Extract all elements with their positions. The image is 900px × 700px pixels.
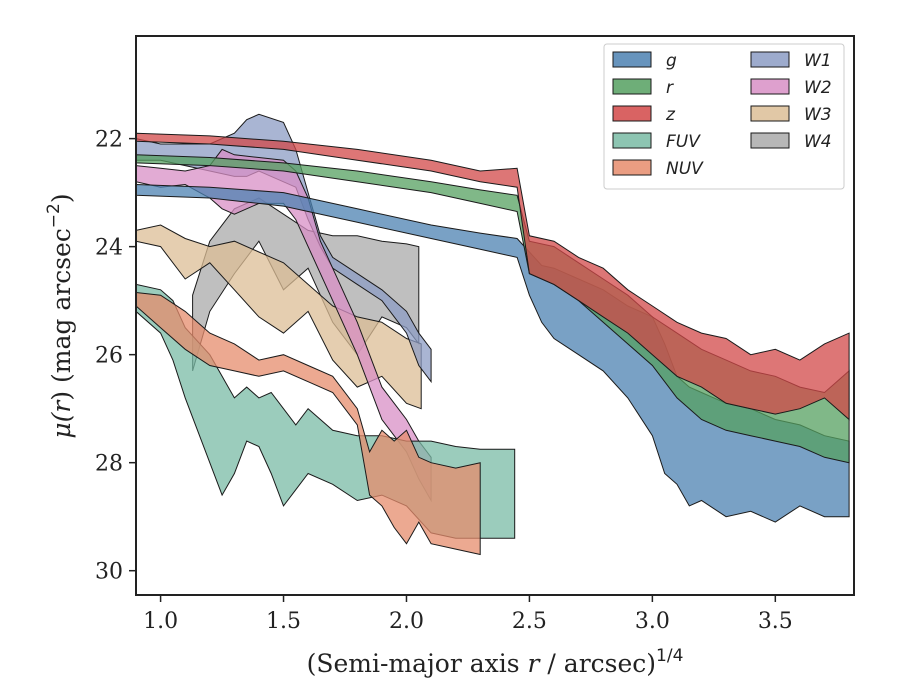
legend-label-NUV: NUV <box>666 159 704 179</box>
legend-swatch-NUV <box>612 159 652 176</box>
y-tick-label: 28 <box>95 452 123 477</box>
x-tick-label: 2.5 <box>512 609 547 634</box>
x-tick-label: 1.0 <box>143 609 178 634</box>
y-axis-title: μ(r) (mag arcsec−2) <box>44 193 76 438</box>
legend-swatch-W3 <box>750 105 790 122</box>
y-tick-label: 22 <box>95 128 123 153</box>
legend-swatch-FUV <box>612 132 652 149</box>
x-axis-title: (Semi-major axis r / arcsec)1/4 <box>307 646 684 678</box>
legend-swatch-r <box>612 78 652 95</box>
x-axis: 1.0 1.5 2.0 2.5 3.0 3.5 <box>143 595 793 634</box>
legend-label-r: r <box>666 78 674 98</box>
series-band-NUV <box>136 291 481 556</box>
legend-label-W3: W3 <box>804 105 832 125</box>
legend-label-W2: W2 <box>804 78 832 98</box>
plot-frame <box>135 35 855 596</box>
x-tick-label: 2.0 <box>389 609 424 634</box>
y-tick-label: 30 <box>95 560 123 585</box>
y-tick-label: 24 <box>95 236 123 261</box>
series-band-z <box>136 132 850 421</box>
series-band-W3 <box>136 224 422 410</box>
legend-swatch-W4 <box>750 132 790 149</box>
legend-swatch-g <box>612 51 652 68</box>
y-tick-label: 26 <box>95 344 123 369</box>
legend-label-FUV: FUV <box>666 132 701 152</box>
x-tick-label: 3.0 <box>635 609 670 634</box>
x-tick-label: 1.5 <box>266 609 301 634</box>
legend-swatch-W1 <box>750 51 790 68</box>
x-tick-label: 3.5 <box>758 609 793 634</box>
y-axis: 22 24 26 28 30 <box>95 128 136 585</box>
legend-label-z: z <box>665 105 676 125</box>
legend-label-g: g <box>666 51 677 71</box>
legend-label-W4: W4 <box>804 132 832 152</box>
legend-swatch-z <box>612 105 652 122</box>
legend-swatch-W2 <box>750 78 790 95</box>
legend-label-W1: W1 <box>804 51 832 71</box>
legend: grz FUV NUV W1 W2 W3 W4 <box>603 43 845 190</box>
series-layer <box>136 113 850 556</box>
